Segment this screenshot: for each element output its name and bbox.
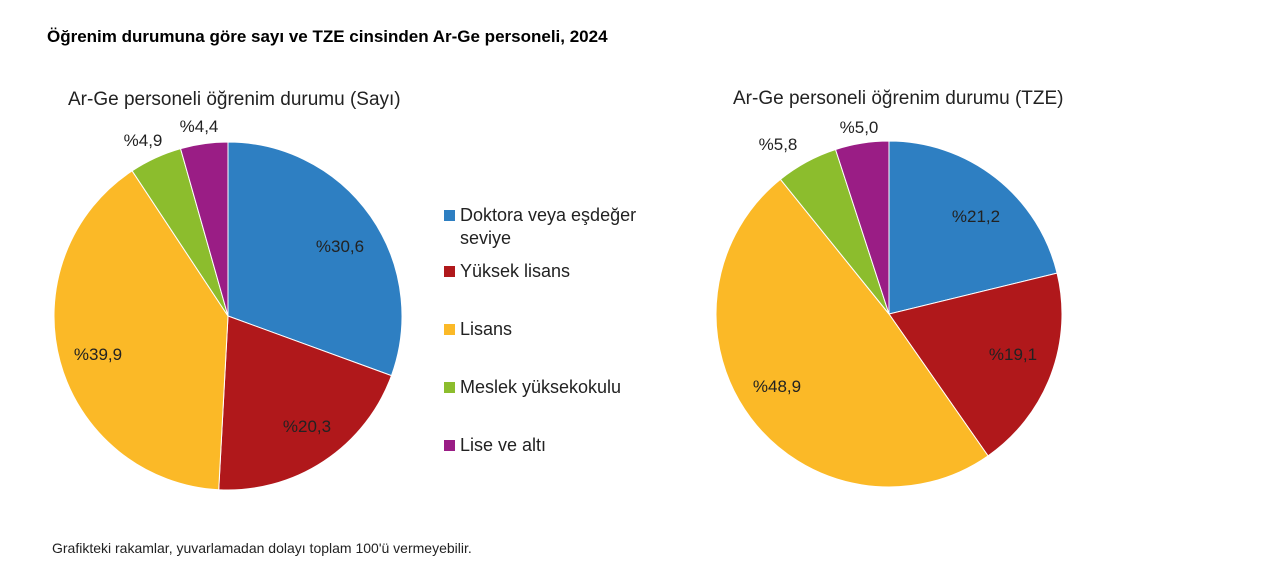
data-label: %4,9 [124, 131, 163, 150]
pie-slice [227, 141, 403, 377]
legend-swatch [444, 382, 455, 393]
pie-slice [715, 178, 989, 488]
footnote: Grafikteki rakamlar, yuvarlamadan dolayı… [52, 540, 472, 556]
legend-swatch [444, 266, 455, 277]
data-label: %5,0 [840, 118, 879, 137]
legend-label: Doktora veya eşdeğer seviye [460, 205, 637, 248]
pie-slice [888, 272, 1063, 457]
pie-title-sayi: Ar-Ge personeli öğrenim durumu (Sayı) [68, 89, 401, 110]
legend-label: Lise ve altı [460, 435, 547, 455]
legend-item-meslek: Meslek yüksekokulu [444, 376, 684, 399]
pie-slice [179, 141, 229, 317]
data-label: %4,4 [180, 117, 219, 136]
data-label: %19,1 [989, 345, 1037, 364]
legend-label: Meslek yüksekokulu [460, 377, 622, 397]
data-label: %20,3 [283, 417, 331, 436]
data-label: %5,8 [759, 135, 798, 154]
pie-slice [218, 315, 393, 491]
legend-swatch [444, 324, 455, 335]
legend-item-lisans: Lisans [444, 318, 684, 341]
legend-swatch [444, 440, 455, 451]
legend-label: Yüksek lisans [460, 261, 571, 281]
legend-item-yuksek-lisans: Yüksek lisans [444, 260, 684, 283]
pie-slice [834, 140, 890, 315]
figure-title: Öğrenim durumuna göre sayı ve TZE cinsin… [47, 27, 608, 46]
data-label: %39,9 [74, 345, 122, 364]
legend-swatch [444, 210, 455, 221]
pie-slice [888, 140, 1058, 315]
pie-title-tze: Ar-Ge personeli öğrenim durumu (TZE) [733, 88, 1064, 109]
data-label: %48,9 [753, 377, 801, 396]
data-label: %21,2 [952, 207, 1000, 226]
data-label: %30,6 [316, 237, 364, 256]
legend-label: Lisans [460, 319, 513, 339]
legend-item-doktora: Doktora veya eşdeğer seviye [444, 204, 684, 250]
legend-item-lise: Lise ve altı [444, 434, 684, 457]
